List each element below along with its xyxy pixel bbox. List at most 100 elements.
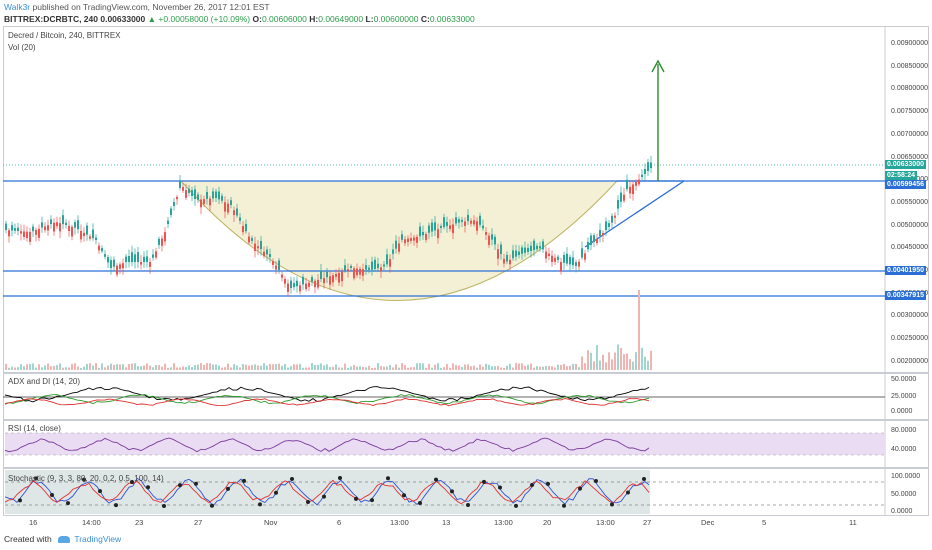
candle-body: [581, 248, 583, 258]
symbol-label: BITTREX:DCRBTC, 240: [4, 14, 98, 24]
volume-bar: [506, 365, 508, 370]
candle-body: [233, 210, 235, 216]
candle-body: [251, 238, 253, 241]
volume-bar: [470, 366, 472, 370]
stoch-axis-50: 50.0000: [891, 491, 917, 498]
volume-bar: [314, 364, 316, 370]
ohlc-close: 0.00633000: [429, 14, 475, 24]
candle-body: [347, 269, 349, 272]
di-plus-line: [4, 394, 650, 405]
candle-body: [5, 223, 7, 230]
candle-body: [584, 253, 586, 260]
candle-body: [446, 221, 448, 227]
volume-bar: [80, 367, 82, 370]
volume-bar: [638, 290, 640, 370]
tradingview-brand-link[interactable]: TradingView: [74, 534, 122, 544]
stoch-dot: [98, 489, 102, 494]
volume-bar: [647, 360, 649, 370]
candle-body: [134, 254, 136, 262]
candle-body: [86, 225, 88, 235]
candle-body: [113, 259, 115, 267]
stoch-dot: [402, 493, 406, 498]
candle-body: [311, 277, 313, 282]
volume-bar: [521, 363, 523, 370]
stoch-axis-100: 100.0000: [891, 473, 921, 480]
volume-bar: [104, 367, 106, 370]
volume-bar: [293, 364, 295, 370]
tradingview-cloud-icon: [58, 536, 71, 543]
volume-bar: [116, 364, 118, 370]
stoch-dot: [194, 481, 198, 486]
stoch-dot: [386, 476, 390, 481]
volume-bar: [200, 363, 202, 370]
candle-body: [476, 221, 478, 231]
candle-body: [116, 265, 118, 275]
volume-bar: [392, 367, 394, 370]
candle-body: [638, 179, 640, 185]
volume-bar: [467, 364, 469, 370]
candle-body: [71, 226, 73, 237]
candle-body: [488, 235, 490, 245]
volume-bar: [593, 361, 595, 370]
candle-body: [326, 271, 328, 278]
candle-body: [266, 249, 268, 255]
candle-body: [371, 261, 373, 270]
adx-label: ADX and DI (14, 20): [8, 377, 81, 386]
volume-bar: [578, 367, 580, 370]
stoch-dot: [146, 485, 150, 490]
volume-bar: [611, 359, 613, 370]
volume-bar: [341, 367, 343, 370]
volume-bar: [152, 367, 154, 370]
candle-body: [620, 192, 622, 202]
volume-bar: [431, 367, 433, 370]
author-link[interactable]: Walk3r: [4, 2, 31, 12]
candle-body: [611, 215, 613, 223]
candle-body: [323, 278, 325, 284]
candle-body: [173, 201, 175, 206]
volume-bar: [542, 366, 544, 370]
candle-body: [491, 234, 493, 240]
volume-bar: [599, 360, 601, 370]
candle-body: [248, 236, 250, 243]
volume-bar: [155, 365, 157, 370]
candle-body: [11, 225, 13, 231]
candle-body: [119, 264, 121, 269]
candle-body: [341, 271, 343, 282]
candle-body: [44, 226, 46, 231]
volume-bar: [419, 363, 421, 370]
candle-body: [626, 179, 628, 190]
volume-bar: [323, 365, 325, 370]
adx-pane[interactable]: [3, 373, 929, 420]
stoch-dot: [530, 482, 534, 487]
created-with-label: Created with: [4, 534, 52, 544]
candle-body: [77, 220, 79, 230]
volume-bar: [509, 363, 511, 370]
ohlc-open: 0.00606000: [261, 14, 307, 24]
volume-bar: [134, 363, 136, 370]
price-axis-label: 0.00200000: [891, 357, 928, 365]
candle-body: [62, 215, 64, 225]
volume-bar: [371, 367, 373, 370]
candle-body: [23, 231, 25, 237]
volume-bar: [512, 367, 514, 370]
volume-bar: [617, 344, 619, 370]
stoch-dot: [226, 486, 230, 491]
volume-bar: [158, 365, 160, 370]
candle-body: [260, 240, 262, 249]
candle-body: [587, 241, 589, 250]
volume-bar: [242, 364, 244, 370]
stoch-dot: [370, 498, 374, 503]
stochastic-label: Stochastic (9, 3, 3, 80, 20, 0.2, 0.5, 1…: [8, 474, 164, 483]
rsi-label: RSI (14, close): [8, 424, 61, 433]
candle-body: [149, 262, 151, 267]
volume-bar: [218, 365, 220, 370]
candle-body: [617, 200, 619, 209]
volume-bar: [110, 363, 112, 370]
candle-body: [332, 275, 334, 283]
rsi-line: [4, 437, 650, 453]
footer: Created with TradingView: [4, 534, 121, 544]
stoch-dot: [274, 490, 278, 495]
adx-axis-50: 50.0000: [891, 376, 917, 383]
time-axis-label: 11: [849, 518, 857, 527]
